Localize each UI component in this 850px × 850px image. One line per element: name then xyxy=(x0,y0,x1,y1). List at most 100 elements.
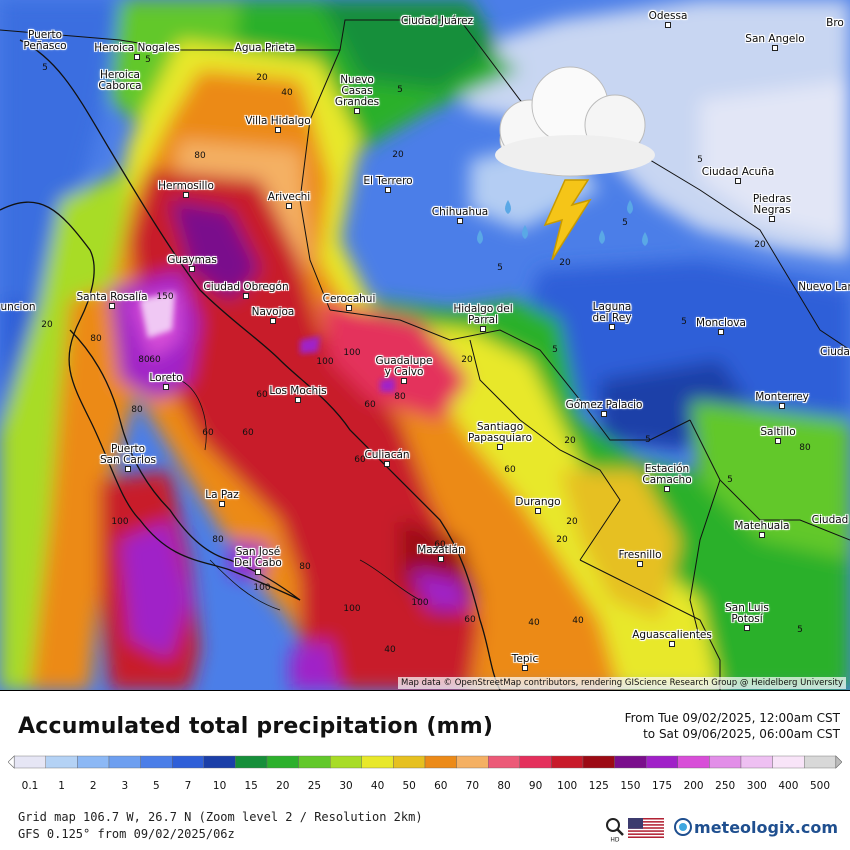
contour-label: 60 xyxy=(149,355,161,365)
legend-label: 175 xyxy=(651,780,673,792)
legend-swatch xyxy=(424,755,457,769)
contour-label: 20 xyxy=(256,73,268,83)
city-marker xyxy=(275,127,281,133)
contour-label: 80 xyxy=(90,334,102,344)
city-label: Cerocahui xyxy=(322,293,376,305)
legend-label: 7 xyxy=(184,780,192,792)
city-marker xyxy=(535,508,541,514)
city-label: Santa Rosalía xyxy=(76,291,148,303)
contour-label: 20 xyxy=(461,355,473,365)
city-marker xyxy=(735,178,741,184)
city-marker xyxy=(286,203,292,209)
legend-arrow-right xyxy=(835,755,842,769)
contour-label: 80 xyxy=(299,562,311,572)
contour-label: 60 xyxy=(256,390,268,400)
contour-label: 60 xyxy=(464,615,476,625)
city-marker xyxy=(669,641,675,647)
city-marker xyxy=(480,326,486,332)
city-marker xyxy=(637,561,643,567)
legend-label: 500 xyxy=(809,780,831,792)
city-marker xyxy=(295,397,301,403)
city-marker xyxy=(665,22,671,28)
legend-label: 125 xyxy=(588,780,609,792)
legend-label: 15 xyxy=(244,780,258,792)
contour-label: 20 xyxy=(564,436,576,446)
city-label: Heroica Caborca xyxy=(98,69,142,92)
city-label: Gómez Palacio xyxy=(565,399,643,411)
city-marker xyxy=(772,45,778,51)
contour-label: 20 xyxy=(556,535,568,545)
legend-label: 20 xyxy=(276,780,290,792)
city-marker xyxy=(384,461,390,467)
legend-label: 60 xyxy=(434,780,448,792)
contour-label: 5 xyxy=(497,263,503,273)
city-marker xyxy=(744,625,750,631)
legend-swatch xyxy=(298,755,331,769)
city-marker xyxy=(664,486,670,492)
weather-cloud-rain-lightning-icon xyxy=(477,66,655,260)
city-marker xyxy=(438,556,444,562)
city-marker xyxy=(457,218,463,224)
legend-label: 400 xyxy=(778,780,799,792)
city-marker xyxy=(759,532,765,538)
city-marker xyxy=(219,501,225,507)
coastline xyxy=(0,39,501,690)
city-label: Ciudad Juárez xyxy=(400,15,474,27)
contour-label: 5 xyxy=(42,63,48,73)
legend-swatch xyxy=(582,755,615,769)
city-marker xyxy=(718,329,724,335)
city-label: Culiacán xyxy=(364,449,410,461)
city-label: Monterrey xyxy=(755,391,809,403)
city-label: Laguna del Rey xyxy=(592,301,632,324)
legend-label: 40 xyxy=(370,780,385,792)
contour-label: 5 xyxy=(697,155,703,165)
legend-label: 2 xyxy=(89,780,97,792)
contour-label: 100 xyxy=(343,604,361,614)
legend-label: 300 xyxy=(746,780,767,792)
city-marker xyxy=(354,108,360,114)
svg-text:HD: HD xyxy=(610,837,620,843)
contour-label: 100 xyxy=(316,357,334,367)
legend-color-bar xyxy=(8,755,842,769)
city-label: Matehuala xyxy=(734,520,790,532)
period-from: From Tue 09/02/2025, 12:00am CST xyxy=(624,711,840,725)
city-label: San José Del Cabo xyxy=(234,546,282,569)
us-flag-icon[interactable] xyxy=(628,818,664,838)
legend-label: 30 xyxy=(339,780,353,792)
hd-magnifier-icon[interactable]: HD xyxy=(604,816,626,842)
legend-label: 1 xyxy=(58,780,65,792)
city-label: Saltillo xyxy=(760,426,796,438)
city-marker xyxy=(497,444,503,450)
legend-swatch xyxy=(330,755,363,769)
legend-swatch xyxy=(488,755,521,769)
contour-label: 20 xyxy=(566,517,578,527)
precipitation-map[interactable]: Puerto Peñasco Heroica Nogales Agua Prieta… xyxy=(0,0,850,691)
legend-swatch xyxy=(709,755,742,769)
city-marker xyxy=(609,324,615,330)
legend-swatch xyxy=(235,755,268,769)
city-label: El Terrero xyxy=(363,175,413,187)
contour-label: 80 xyxy=(394,392,406,402)
city-label: Estación Camacho xyxy=(642,463,692,486)
legend-swatch xyxy=(45,755,78,769)
contour-label: 20 xyxy=(559,258,571,268)
legend-swatch xyxy=(140,755,173,769)
contour-label: 80 xyxy=(194,151,206,161)
brand-link[interactable]: meteologix.com xyxy=(694,818,838,837)
legend-swatch xyxy=(203,755,236,769)
city-label: Puerto Peñasco xyxy=(23,29,67,52)
contour-label: 150 xyxy=(156,292,174,302)
contour-label: 5 xyxy=(681,317,687,327)
legend-swatch xyxy=(77,755,110,769)
legend-label: 200 xyxy=(683,780,704,792)
legend-label: 0.1 xyxy=(21,780,39,792)
city-label: uncion xyxy=(0,301,36,313)
legend-arrow-left xyxy=(8,755,15,769)
contour-label: 60 xyxy=(242,428,254,438)
contour-label: 5 xyxy=(797,625,803,635)
city-label: Puerto San Carlos xyxy=(100,443,156,466)
city-marker xyxy=(163,384,169,390)
legend-label: 150 xyxy=(620,780,641,792)
city-label: Hidalgo del Parral xyxy=(453,303,513,326)
city-label: Loreto xyxy=(149,372,183,384)
